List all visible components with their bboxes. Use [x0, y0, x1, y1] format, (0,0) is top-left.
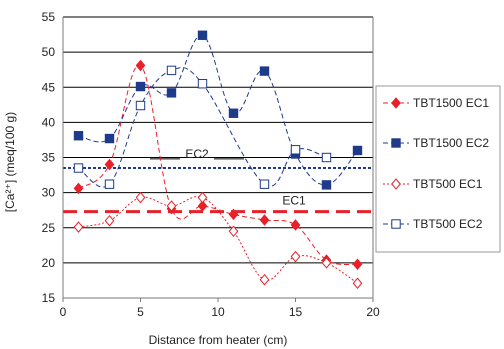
data-point [166, 88, 177, 98]
legend-label: TBT1500 EC1 [413, 96, 489, 110]
x-axis-title: Distance from heater (cm) [149, 333, 288, 347]
y-tick-label: 40 [42, 115, 56, 129]
data-point [135, 81, 146, 92]
series-line [78, 34, 358, 186]
x-tick-label: 15 [289, 305, 303, 319]
data-point [104, 133, 115, 144]
data-point [352, 277, 363, 290]
x-tick-label: 0 [60, 305, 67, 319]
data-point [135, 100, 146, 111]
tick-labels: 15 20 25 30 35 40 45 50 55 0 5 10 15 20 [42, 10, 380, 319]
data-point [73, 163, 84, 173]
legend-swatch-marker [391, 138, 401, 148]
data-point [135, 191, 146, 204]
legend-swatch-marker [391, 97, 401, 109]
y-tick-label: 45 [42, 80, 56, 94]
data-point [228, 208, 239, 221]
data-point [228, 108, 239, 118]
data-point [228, 225, 239, 238]
y-tick-label: 30 [42, 186, 56, 200]
data-point [166, 65, 177, 76]
data-point [197, 200, 208, 212]
series-layer [73, 30, 363, 290]
data-point [290, 145, 301, 155]
legend-swatch-marker [391, 219, 401, 229]
data-point [290, 219, 301, 231]
y-tick-label: 55 [42, 10, 56, 24]
reference-lines: EC2 EC1 [63, 147, 373, 214]
data-point [321, 180, 332, 190]
data-point [197, 30, 208, 40]
series-2 [73, 191, 363, 290]
data-point [197, 79, 208, 89]
data-point [73, 221, 84, 233]
data-point [352, 145, 363, 156]
x-tick-label: 20 [366, 305, 380, 319]
series-0 [73, 59, 363, 271]
data-point [73, 131, 84, 141]
data-point [104, 179, 115, 189]
data-point [73, 182, 84, 195]
reference-label-ec2: EC2 [185, 147, 209, 161]
series-line [78, 196, 358, 284]
data-point [104, 158, 115, 171]
x-tick-label: 5 [137, 305, 144, 319]
data-point [104, 214, 115, 227]
legend: TBT1500 EC1 TBT1500 EC2 TBT500 EC1 TBT500 E… [375, 85, 501, 253]
reference-label-ec1: EC1 [282, 194, 306, 208]
legend-label: TBT500 EC1 [413, 177, 483, 191]
series-3 [73, 65, 332, 189]
y-tick-label: 15 [42, 291, 56, 305]
data-point [259, 179, 270, 189]
y-tick-label: 35 [42, 151, 56, 165]
data-point [321, 152, 332, 163]
data-point [290, 250, 301, 263]
x-tick-label: 10 [211, 305, 225, 319]
legend-swatch-marker [391, 178, 401, 190]
legend-label: TBT500 EC2 [413, 217, 483, 231]
data-point [321, 257, 332, 269]
y-tick-label: 20 [42, 256, 56, 270]
data-point [166, 200, 177, 212]
y-tick-label: 25 [42, 221, 56, 235]
data-point [197, 191, 208, 204]
data-point [259, 273, 270, 286]
data-point [352, 258, 363, 271]
data-point [259, 214, 270, 226]
y-axis-title: [Ca²⁺] (meq/100 g) [3, 112, 17, 212]
data-point [135, 59, 146, 72]
series-line [78, 66, 327, 188]
y-tick-label: 50 [42, 45, 56, 59]
legend-label: TBT1500 EC2 [413, 136, 489, 150]
series-line [78, 64, 358, 266]
data-point [259, 66, 270, 76]
gridlines [63, 16, 373, 264]
axes [62, 17, 374, 302]
